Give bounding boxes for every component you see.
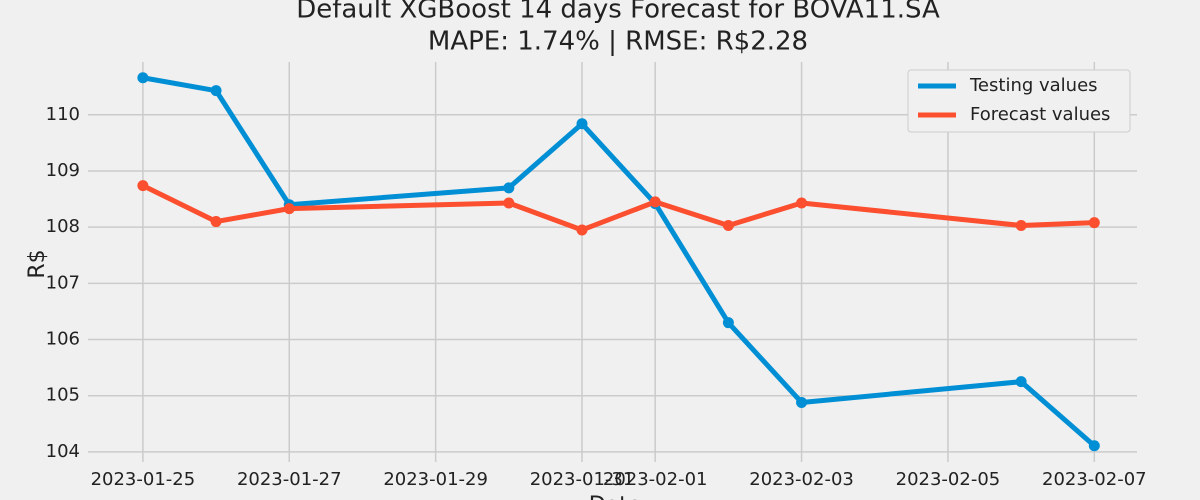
data-point xyxy=(210,85,222,97)
y-tick-label: 106 xyxy=(46,329,80,350)
data-point xyxy=(796,396,808,408)
data-point xyxy=(576,224,588,236)
legend-label: Forecast values xyxy=(970,104,1110,125)
legend-label: Testing values xyxy=(969,75,1098,96)
x-tick-label: 2023-02-07 xyxy=(1042,469,1147,490)
plot xyxy=(137,72,1100,452)
x-tick-label: 2023-02-03 xyxy=(749,469,854,490)
data-point xyxy=(722,317,734,329)
data-point xyxy=(1088,440,1100,452)
x-tick-label: 2023-01-29 xyxy=(383,469,488,490)
legend: Testing values Forecast values xyxy=(907,69,1131,133)
data-point xyxy=(1015,376,1027,388)
y-tick-label: 105 xyxy=(46,385,80,406)
y-tick-label: 104 xyxy=(46,441,80,462)
data-point xyxy=(1015,219,1027,231)
data-point xyxy=(137,72,149,84)
data-point xyxy=(796,197,808,209)
y-tick-label: 108 xyxy=(46,216,80,237)
data-point xyxy=(503,182,515,194)
y-tick-label: 107 xyxy=(46,272,80,293)
data-point xyxy=(1088,217,1100,229)
x-tick-label: 2023-01-27 xyxy=(237,469,342,490)
data-point xyxy=(649,196,661,208)
legend-box xyxy=(907,69,1131,133)
data-point xyxy=(722,219,734,231)
data-point xyxy=(283,203,295,215)
data-point xyxy=(137,180,149,192)
series-line xyxy=(141,183,1095,233)
chart-subtitle: MAPE: 1.74% | RMSE: R$2.28 xyxy=(428,27,808,57)
data-point xyxy=(576,118,588,130)
chart-title: Default XGBoost 14 days Forecast for BOV… xyxy=(296,0,940,25)
y-tick-label: 110 xyxy=(46,104,80,125)
series-line xyxy=(142,75,1096,448)
data-point xyxy=(503,197,515,209)
x-tick-label: 2023-02-01 xyxy=(603,469,708,490)
x-axis-label: Date xyxy=(589,493,642,500)
y-tick-label: 109 xyxy=(46,160,80,181)
x-tick-label: 2023-01-25 xyxy=(91,469,196,490)
x-tick-label: 2023-02-05 xyxy=(896,469,1001,490)
data-point xyxy=(210,216,222,228)
y-axis-label: R$ xyxy=(25,249,50,278)
x-tick-label: 2023-01-31 xyxy=(530,469,635,490)
